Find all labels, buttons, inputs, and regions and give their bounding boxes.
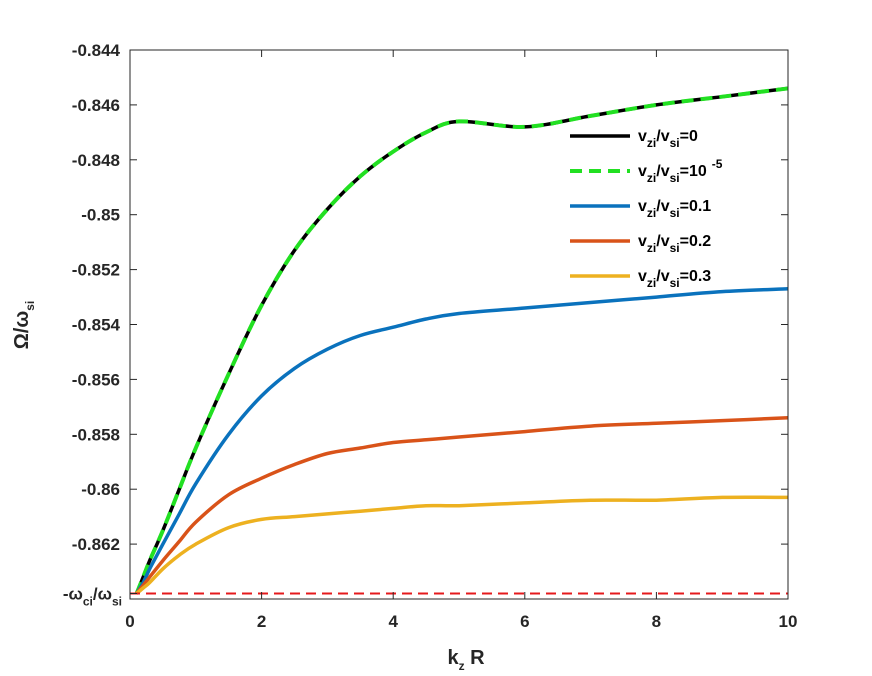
y-tick-label: -0.862 [72,535,120,554]
y-tick-label: -0.848 [72,151,120,170]
reference-line-label: -ωci/ωsi [63,585,122,609]
y-tick-label: -0.858 [72,425,120,444]
y-tick-label: -0.844 [72,41,121,60]
y-tick-label: -0.86 [81,480,120,499]
x-tick-label: 4 [388,612,398,631]
legend-label-2: vzi/vsi=0.1 [638,198,711,220]
x-axis-ticks: 0 2 4 6 8 10 [125,50,797,631]
x-tick-label: 0 [125,612,134,631]
x-tick-label: 8 [652,612,661,631]
y-tick-label: -0.856 [72,370,120,389]
series-line-1 [134,86,789,595]
y-tick-label: -0.85 [81,206,120,225]
y-tick-label: -0.846 [72,96,120,115]
legend-label-0: vzi/vsi=0 [638,128,698,150]
legend-label-3: vzi/vsi=0.2 [638,233,711,255]
legend-label-4: vzi/vsi=0.3 [638,268,711,290]
x-axis-label: kz R [447,647,485,673]
series-line-3 [135,416,789,595]
y-tick-label: -0.854 [72,316,121,335]
x-tick-label: 10 [779,612,798,631]
y-axis-ticks: -0.844 -0.846 -0.848 -0.85 -0.852 -0.854 -0.85… [63,41,788,609]
x-tick-label: 6 [520,612,529,631]
series-line-4 [135,495,789,595]
x-tick-label: 2 [257,612,266,631]
y-axis-label: Ω/ωsi [11,301,37,350]
series-line-2 [135,287,789,595]
y-tick-label: -0.852 [72,261,120,280]
series-lines [134,86,789,595]
plot-area [130,50,788,599]
legend-label-1: vzi/vsi=10 -5 [638,157,723,185]
legend: vzi/vsi=0 vzi/vsi=10 -5 vzi/vsi=0.1 vzi/vsi=… [570,128,723,290]
